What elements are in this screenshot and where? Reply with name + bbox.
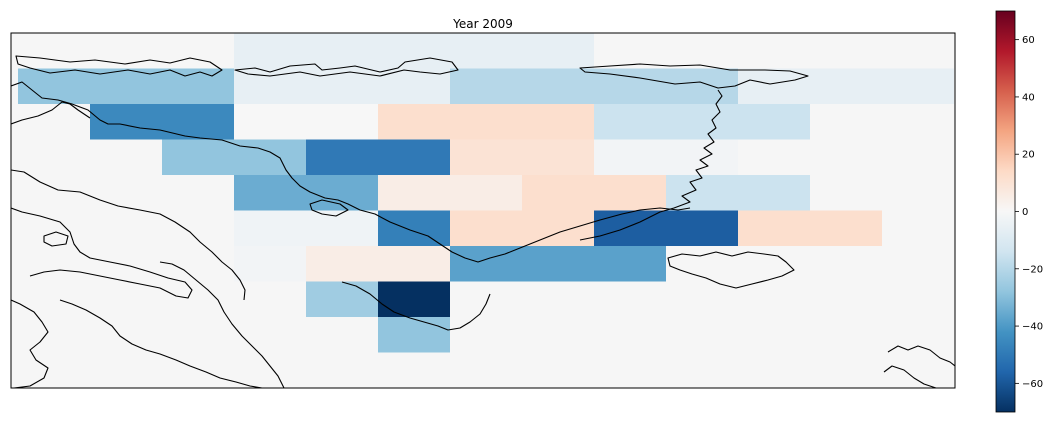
map-panel [10,32,956,389]
heatmap-cell [306,175,378,211]
colorbar-tick-label: −60 [1022,379,1043,390]
heatmap-cell [738,104,810,140]
coastline-west-upper [11,101,91,125]
heatmap-cell [450,104,522,140]
heatmap-cell [738,210,810,246]
heatmap-cell [450,175,522,211]
heatmap-cell [594,139,666,175]
heatmap-cell [234,246,306,282]
heatmap-cell [666,175,738,211]
island-iceland [667,251,795,289]
colorbar-tick-label: 0 [1022,207,1028,218]
colorbar: 60 40 20 0 −20 −40 −60 [995,10,1043,413]
heatmap-cell [378,317,450,353]
heatmap-cell [306,104,378,140]
heatmap-cell [450,139,522,175]
heatmap-cell [882,68,954,104]
heatmap-cell [306,210,378,246]
heatmap-cell [234,68,306,104]
heatmap-cell [522,104,594,140]
heatmap-cell [450,68,522,104]
coastline-arctic-island-3 [579,63,809,89]
heatmap-cell [522,33,594,69]
heatmap-cell [378,33,450,69]
heatmap-cell [306,33,378,69]
heatmap-cell [90,104,162,140]
coastline-norway-2 [883,365,937,388]
heatmap-cell [306,139,378,175]
chart-title: Year 2009 [452,17,513,31]
heatmap-cell [378,104,450,140]
heatmap-cell [450,33,522,69]
heatmap-cell [450,210,522,246]
coastline-main [11,81,691,263]
colorbar-tick-label: 20 [1022,150,1035,161]
heatmap-cell [810,210,882,246]
coastline-labrador [159,261,285,388]
heatmap-cell [234,210,306,246]
heatmap-cell [306,246,378,282]
coastline-west-lower [11,207,193,299]
coastline-arctic-island-2 [234,57,459,77]
heatmap-cell [378,175,450,211]
heatmap-cell [522,246,594,282]
colorbar-tick-label: −40 [1022,322,1043,333]
heatmap-cell [594,104,666,140]
heatmap-cell [738,68,810,104]
coastline-west-bottom [11,299,49,388]
colorbar-tick-label: −20 [1022,264,1043,275]
map-frame [10,32,956,389]
coastline-lower-mid [341,281,491,331]
island-small-2 [309,199,349,217]
coastline-norway [887,345,955,367]
coastlines [11,55,955,388]
colorbar-ticks: 60 40 20 0 −20 −40 −60 [1015,35,1043,390]
heatmap-cell [234,175,306,211]
heatmap-cell [234,104,306,140]
island-small-1 [43,231,69,247]
heatmap-cell [666,210,738,246]
heatmap-cell [666,139,738,175]
coastline-west-mid [11,169,246,301]
heatmap-cell [162,104,234,140]
heatmap-cell [810,68,882,104]
heatmap-cell [666,68,738,104]
heatmap-cell [594,175,666,211]
heatmap-cell [522,139,594,175]
coastline-hudson [59,299,263,388]
heatmap-cell [306,281,378,317]
coastline-arctic-islands [15,55,223,77]
heatmap-cell [666,104,738,140]
colorbar-tick-label: 40 [1022,92,1035,103]
heatmap-cell [18,68,90,104]
heatmap-cell [594,246,666,282]
heatmap-cell [594,68,666,104]
heatmap-cell [234,139,306,175]
heatmap-cell [378,139,450,175]
colorbar-tick-label: 60 [1022,35,1035,46]
heatmap-cell [522,175,594,211]
heatmap-cell [234,33,306,69]
heatmap-cell [378,68,450,104]
heatmap-cell [162,139,234,175]
heatmap-cell [594,210,666,246]
heatmap-cell [522,210,594,246]
heatmap-cell [522,68,594,104]
heatmap-cell [162,68,234,104]
heatmap-cells [18,33,954,353]
coastline-east [579,89,723,241]
heatmap-cell [378,281,450,317]
heatmap-cell [738,175,810,211]
heatmap-cell [378,246,450,282]
heatmap-cell [378,210,450,246]
colorbar-gradient [995,10,1016,413]
